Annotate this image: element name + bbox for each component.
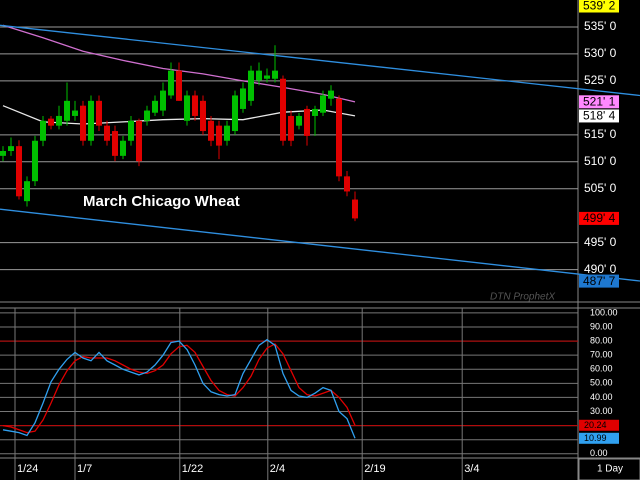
candle-body [16,146,22,197]
candle-body [208,120,214,141]
candle-body [160,90,166,111]
line-series [2,105,356,125]
candle-body [136,120,142,162]
candle-body [264,75,270,79]
y-tick-label: 525' 0 [584,73,617,87]
line-series [0,208,640,282]
y-tick-label: 100.00 [590,307,618,317]
x-tick-label: 1/22 [182,463,203,475]
last-value-label: 20.24 [584,420,607,430]
candle-body [64,100,70,121]
marks [0,24,640,439]
candle-body [72,110,78,116]
y-tick-label: 30.00 [590,406,613,416]
candle-body [296,115,302,126]
candle-body [352,199,358,219]
line-series [2,24,356,103]
x-tick-label: 3/4 [464,463,479,475]
y-tick-label: 50.00 [590,378,613,388]
y-tick-label: 490' 0 [584,262,617,276]
y-tick-label: 60.00 [590,364,613,374]
candle-body [280,78,286,141]
y-tick-label: 0.00 [590,448,608,458]
candle-body [48,118,54,126]
price-label-box [579,0,619,13]
candle-body [176,70,182,101]
y-tick-label: 505' 0 [584,181,617,195]
candle-body [344,176,350,192]
candle-body [184,95,190,121]
price-label-box [579,109,619,123]
candle-body [232,95,238,132]
candle-body [8,146,14,151]
y-tick-label: 90.00 [590,321,613,331]
candle-body [304,108,310,136]
candle-body [128,120,134,141]
candle-body [168,70,174,96]
y-tick-label: 80.00 [590,335,613,345]
candle-body [24,181,30,202]
price-label: 518' 4 [583,109,616,123]
y-tick-label: 535' 0 [584,19,617,33]
candle-body [336,98,342,177]
y-tick-label: 530' 0 [584,46,617,60]
axis-panel [578,0,640,480]
candle-body [0,151,6,156]
candle-body [272,70,278,79]
x-tick-label: 1/24 [17,463,38,475]
candle-body [88,100,94,141]
price-label: 487' 7 [583,274,616,288]
candle-body [256,70,262,81]
candle-body [120,140,126,156]
candle-body [240,88,246,109]
price-label: 539' 2 [583,0,616,13]
price-label-box [579,211,619,225]
candle-body [288,115,294,141]
x-tick-label: 2/19 [364,463,385,475]
last-value-box [579,419,619,431]
price-label: 521' 1 [583,94,616,108]
y-tick-label: 70.00 [590,350,613,360]
y-tick-label: 510' 0 [584,154,617,168]
line-series [0,24,640,97]
candle-body [152,100,158,113]
interval-label: 1 Day [597,464,623,475]
candle-body [40,120,46,141]
candle-body [56,115,62,126]
candle-body [320,95,326,113]
line-series [2,338,356,439]
candle-body [328,90,334,99]
grid [0,26,578,480]
candle-body [224,125,230,141]
x-tick-label: 2/4 [270,463,285,475]
labels: 535' 0 530' 0 525' 0 515' 0 510' 0 505' 0 495'… [17,0,619,475]
last-value-box [579,432,619,444]
price-label: 499' 4 [583,211,616,225]
candle-body [192,95,198,116]
last-value-label: 10.99 [584,433,607,443]
candle-body [32,140,38,182]
candle-body [104,125,110,141]
candle-body [216,125,222,146]
candle-body [112,131,118,156]
price-label-box [579,95,619,109]
watermark: DTN ProphetX [490,292,555,303]
y-tick-label: 495' 0 [584,235,617,249]
candle-body [312,108,318,116]
y-tick-label: 40.00 [590,392,613,402]
x-tick-label: 1/7 [77,463,92,475]
line-series [2,343,356,434]
candle-body [80,105,86,141]
price-label-box [579,274,619,288]
y-tick-label: 515' 0 [584,127,617,141]
candle-body [96,100,102,126]
candle-body [144,110,150,121]
annotation: March Chicago Wheat [83,193,240,210]
interval-box [578,458,640,480]
candle-body [248,70,254,101]
candle-body [200,100,206,132]
